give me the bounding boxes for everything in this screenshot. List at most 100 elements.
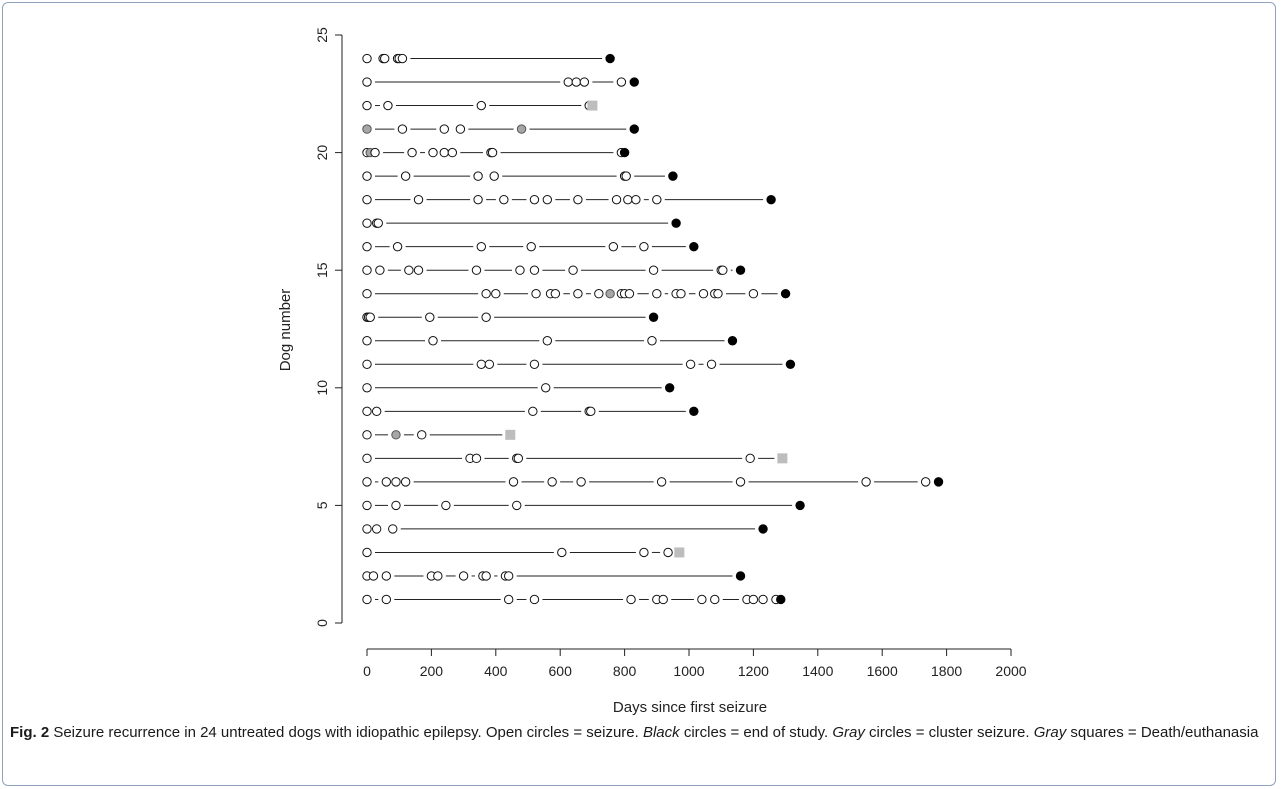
seizure-point <box>526 241 536 252</box>
dog-row-6 <box>362 477 944 487</box>
dog-row-13 <box>362 312 659 322</box>
end-of-study-point <box>671 218 681 228</box>
seizure-point <box>735 477 746 487</box>
seizure-point <box>639 241 649 252</box>
seizure-point <box>362 547 372 558</box>
x-tick-label: 1600 <box>867 663 898 679</box>
seizure-point <box>397 53 408 64</box>
seizure-point <box>455 124 466 134</box>
x-tick-label: 400 <box>484 663 508 679</box>
seizure-point <box>362 289 372 299</box>
dog-row-7 <box>362 453 788 464</box>
cluster-seizure-point <box>362 124 372 134</box>
dog-row-22 <box>362 100 598 111</box>
y-tick-label: 5 <box>314 501 330 509</box>
seizure-point <box>481 289 491 299</box>
seizure-point <box>417 430 427 440</box>
dog-row-21 <box>362 124 639 134</box>
seizure-point <box>471 265 482 275</box>
dog-row-8 <box>362 429 516 440</box>
dog-row-19 <box>362 171 678 181</box>
seizure-point <box>541 383 551 393</box>
end-of-study-point <box>689 406 699 417</box>
seizure-point <box>375 265 385 275</box>
seizure-point <box>647 336 657 346</box>
seizure-point <box>476 241 487 252</box>
x-axis-label: Days since first seizure <box>613 699 767 716</box>
seizure-point <box>362 336 372 346</box>
dog-row-20 <box>362 147 630 158</box>
seizure-point <box>542 336 553 346</box>
seizure-point <box>362 218 372 228</box>
seizure-point <box>441 500 451 511</box>
seizure-point <box>576 477 586 487</box>
dog-row-2 <box>362 571 746 581</box>
end-of-study-point <box>605 53 615 64</box>
end-of-study-point <box>735 571 746 581</box>
seizure-point <box>365 312 375 322</box>
seizure-point <box>648 265 659 275</box>
seizure-point <box>542 194 553 205</box>
cluster-seizure-point <box>605 289 615 299</box>
seizure-point <box>487 147 498 158</box>
seizure-point <box>425 312 435 322</box>
death-euthanasia-point <box>777 453 788 464</box>
seizure-point <box>473 194 483 205</box>
dog-row-12 <box>362 336 738 346</box>
seizure-point <box>371 524 382 534</box>
seizure-point <box>381 477 392 487</box>
end-of-study-point <box>780 289 791 299</box>
seizure-point <box>471 453 482 464</box>
end-of-study-point <box>735 265 746 275</box>
dog-row-5 <box>362 500 805 511</box>
caption-gray-1: Gray <box>832 724 865 741</box>
seizure-point <box>362 100 372 111</box>
dog-row-9 <box>362 406 699 417</box>
seizure-point <box>571 77 581 87</box>
seizure-point <box>447 147 458 158</box>
seizure-point <box>362 383 372 393</box>
seizure-point <box>563 77 573 87</box>
seizure-point <box>362 194 372 205</box>
end-of-study-point <box>727 336 738 346</box>
seizure-point <box>473 171 483 181</box>
x-tick-label: 0 <box>363 663 371 679</box>
seizure-point <box>550 289 561 299</box>
end-of-study-point <box>629 77 639 87</box>
end-of-study-point <box>689 241 699 252</box>
seizure-point <box>362 359 372 369</box>
seizure-point <box>481 312 491 322</box>
seizure-point <box>573 194 583 205</box>
x-tick-label: 200 <box>420 663 444 679</box>
caption-text-2: circles = end of study. <box>679 724 833 741</box>
seizure-point <box>573 289 583 299</box>
dog-row-10 <box>362 383 675 393</box>
seizure-point <box>594 289 604 299</box>
seizure-point <box>491 289 501 299</box>
seizure-point <box>362 53 372 64</box>
seizure-point <box>362 406 372 417</box>
seizure-point <box>718 265 728 275</box>
seizure-point <box>626 594 636 605</box>
dog-row-17 <box>362 218 681 228</box>
seizure-point <box>748 594 759 605</box>
end-of-study-point <box>933 477 944 487</box>
chart-axes: 0 5 10 15 20 25 0 200 400 600 800 1000 1200 1400 1600 1… <box>314 27 1027 679</box>
death-euthanasia-point <box>587 100 598 111</box>
seizure-point <box>745 453 755 464</box>
seizure-point <box>529 594 540 605</box>
seizure-point <box>392 241 403 252</box>
chart-marks <box>362 53 944 605</box>
seizure-point <box>428 147 438 158</box>
x-tick-label: 1200 <box>738 663 769 679</box>
figure-caption: Fig. 2 Seizure recurrence in 24 untreate… <box>10 722 1265 744</box>
seizure-point <box>362 171 372 181</box>
seizure-point <box>623 194 633 205</box>
seizure-point <box>758 594 768 605</box>
seizure-point <box>697 594 707 605</box>
y-tick-label: 20 <box>314 145 330 161</box>
end-of-study-point <box>795 500 805 511</box>
caption-text-3: circles = cluster seizure. <box>864 724 1034 741</box>
seizure-point <box>631 194 641 205</box>
seizure-point <box>371 406 382 417</box>
